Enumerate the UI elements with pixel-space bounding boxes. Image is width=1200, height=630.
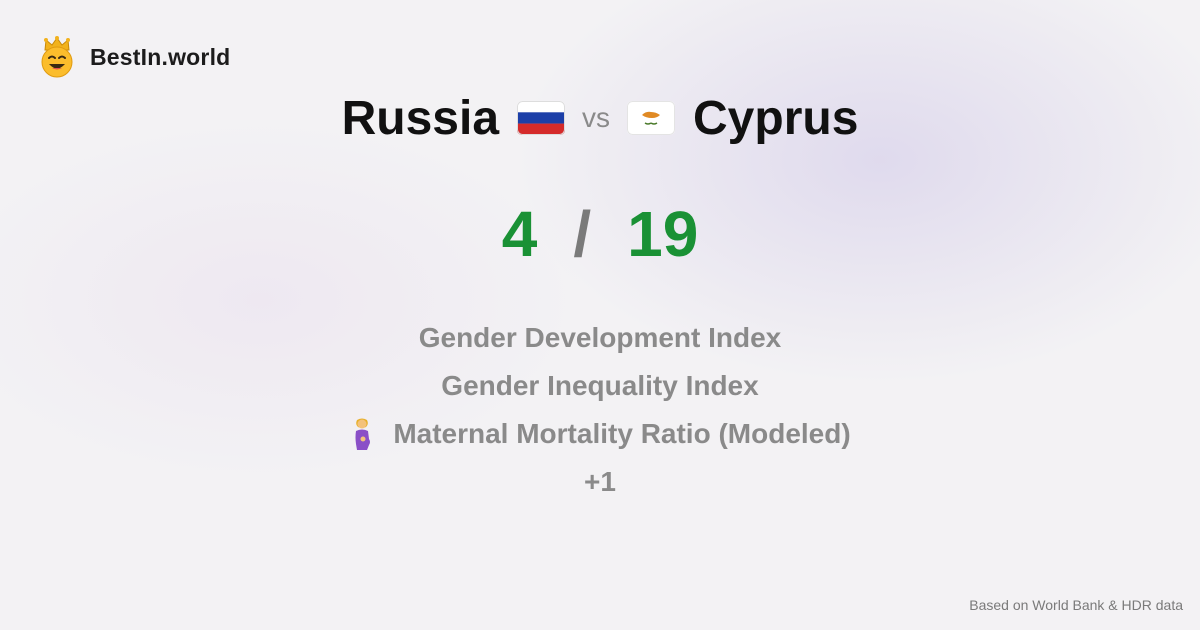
metric-item-gender-inequality-index[interactable]: Gender Inequality Index (0, 362, 1200, 410)
left-country-name[interactable]: Russia (341, 91, 500, 145)
metric-item-maternal-mortality-ratio[interactable]: Maternal Mortality Ratio (Modeled) (0, 410, 1200, 458)
metric-label: Maternal Mortality Ratio (Modeled) (393, 418, 851, 449)
score-row: 4 / 19 (0, 196, 1200, 272)
pregnant-woman-icon (355, 418, 371, 450)
right-country-name[interactable]: Cyprus (693, 91, 859, 145)
metric-list: Gender Development Index Gender Inequali… (0, 314, 1200, 506)
right-score: 19 (627, 198, 699, 270)
metric-label: +1 (584, 466, 616, 497)
metric-item-gender-development-index[interactable]: Gender Development Index (0, 314, 1200, 362)
more-metrics-count[interactable]: +1 (0, 458, 1200, 506)
vs-label: vs (582, 102, 611, 133)
russia-flag-icon (517, 101, 566, 135)
cyprus-flag-icon (627, 101, 676, 135)
metric-label: Gender Development Index (418, 322, 782, 353)
score-separator: / (573, 198, 592, 270)
smiling-face-with-crown-icon (41, 36, 73, 78)
left-score: 4 (501, 198, 538, 270)
data-source-note: Based on World Bank & HDR data (969, 597, 1183, 613)
metric-label: Gender Inequality Index (441, 370, 759, 401)
brand-name: BestIn.world (90, 43, 231, 70)
comparison-title: Russia vs Cyprus (0, 86, 1200, 150)
brand[interactable]: BestIn.world (38, 36, 230, 78)
